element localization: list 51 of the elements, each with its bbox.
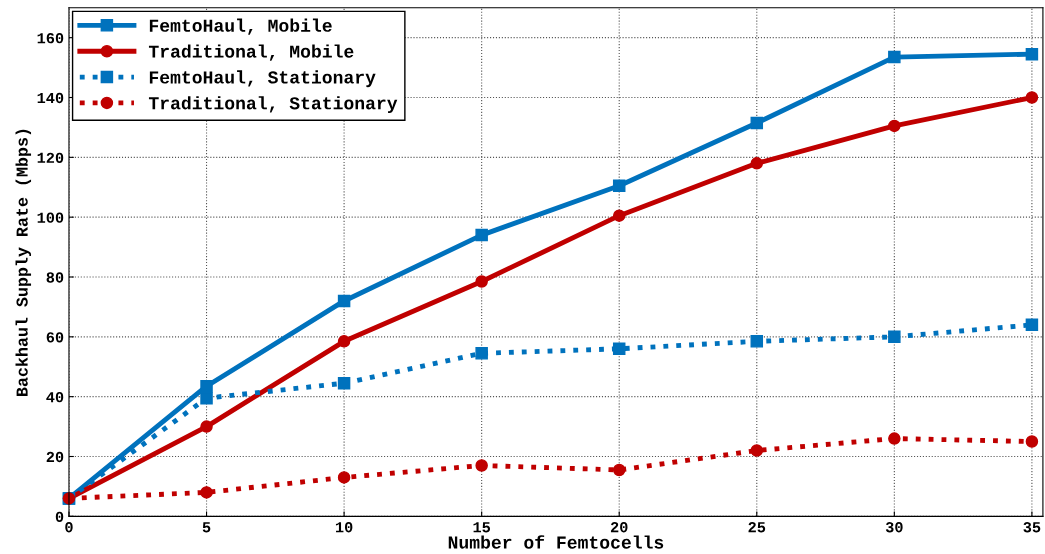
point	[888, 432, 901, 445]
point	[475, 228, 488, 242]
x-tick-label: 0	[65, 522, 73, 533]
point	[1025, 47, 1039, 61]
point	[1025, 91, 1039, 104]
x-axis-title: Number of Femtocells	[448, 535, 664, 549]
point	[200, 379, 213, 393]
point	[612, 209, 626, 222]
y-tick-label: 100	[37, 212, 64, 223]
y-tick-label: 40	[46, 391, 64, 403]
point	[888, 330, 901, 344]
legend-label: FemtoHaul, Mobile	[149, 18, 332, 35]
y-tick-label: 0	[55, 511, 64, 523]
point	[200, 420, 213, 433]
x-tick-label: 35	[1023, 522, 1041, 533]
point	[337, 471, 351, 484]
point	[612, 342, 626, 356]
point	[750, 444, 764, 457]
x-tick-label: 15	[473, 522, 491, 533]
point	[475, 459, 488, 472]
point	[888, 119, 901, 133]
point	[337, 376, 351, 390]
point	[750, 157, 764, 170]
point	[612, 179, 626, 193]
point	[200, 486, 213, 499]
y-tick-label: 160	[37, 32, 64, 44]
x-tick-label: 30	[885, 522, 903, 533]
point	[475, 347, 488, 360]
point	[750, 116, 764, 130]
y-tick-label: 120	[37, 152, 64, 164]
y-tick-label: 20	[46, 451, 64, 463]
legend-label: FemtoHaul, Stationary	[149, 70, 376, 88]
point	[200, 391, 213, 405]
point	[337, 335, 351, 348]
y-tick-label: 140	[37, 92, 64, 104]
x-tick-label: 5	[202, 522, 211, 533]
y-tick-label: 80	[46, 272, 64, 283]
point	[337, 294, 351, 308]
x-tick-label: 25	[748, 522, 766, 533]
y-tick-label: 60	[46, 332, 64, 343]
legend-label: Traditional, Stationary	[148, 96, 398, 113]
point	[888, 50, 901, 64]
legend-label: Traditional, Mobile	[148, 44, 354, 61]
x-tick-label: 20	[610, 522, 628, 533]
x-tick-label: 10	[335, 522, 353, 533]
y-axis-title: Backhaul Supply Rate (Mbps)	[15, 129, 32, 396]
point	[475, 275, 488, 288]
point	[1025, 435, 1039, 448]
point	[612, 463, 626, 477]
point	[1025, 318, 1039, 332]
point	[750, 335, 764, 348]
